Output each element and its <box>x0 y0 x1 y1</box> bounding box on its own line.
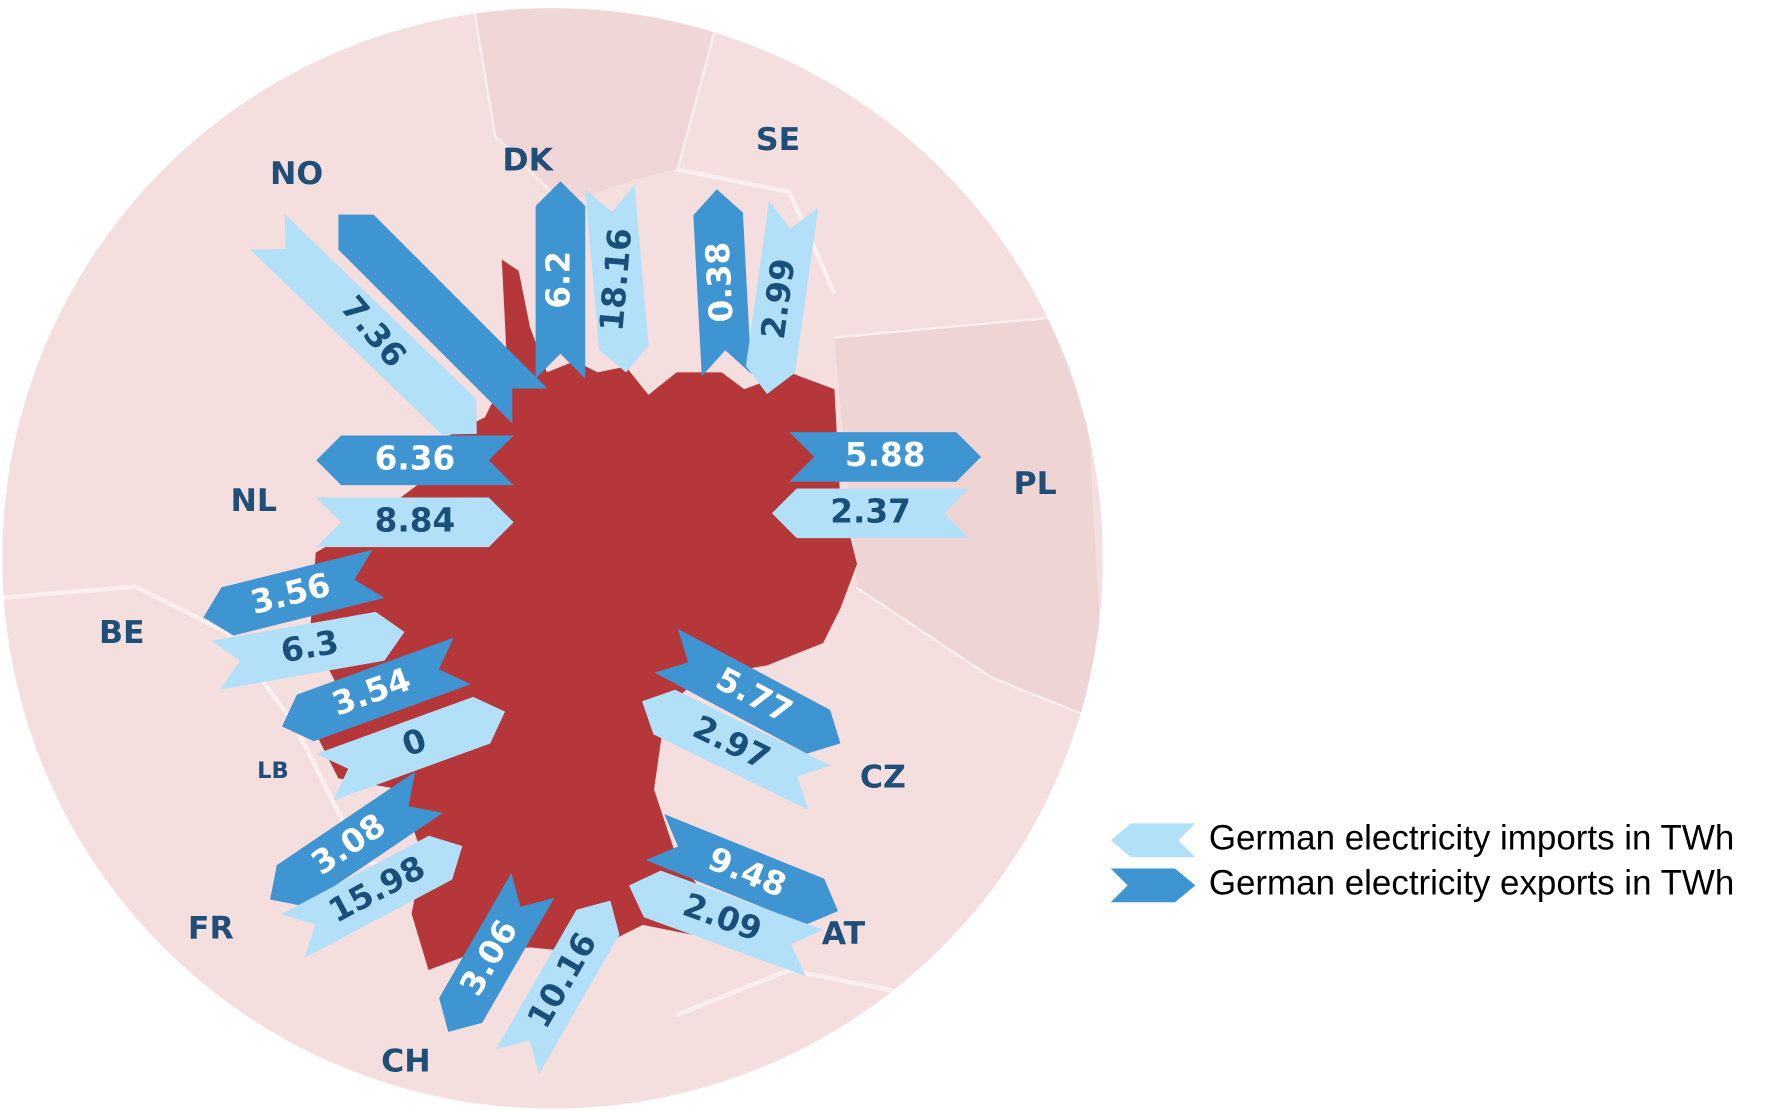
country-label: CZ <box>860 759 906 795</box>
export-arrow <box>270 771 443 907</box>
country-label: FR <box>188 910 234 946</box>
country-label: BE <box>99 615 145 651</box>
export-arrow <box>338 214 548 424</box>
import-arrow <box>495 900 620 1075</box>
export-arrow <box>316 435 514 486</box>
import-arrow <box>771 488 970 539</box>
import-arrow <box>642 689 831 810</box>
legend-export-swatch <box>1110 868 1196 903</box>
country-label: PL <box>1014 466 1057 502</box>
import-arrow <box>628 870 823 977</box>
export-arrow <box>789 432 982 482</box>
country-label: NL <box>230 483 277 519</box>
country-label: NO <box>270 156 323 192</box>
legend: German electricity imports in TWh German… <box>1110 819 1735 903</box>
legend-import-label: German electricity imports in TWh <box>1209 819 1734 858</box>
import-arrow-label: 2.37 <box>830 492 911 530</box>
country-label: SE <box>756 122 800 158</box>
export-arrow <box>645 814 838 925</box>
export-arrow <box>439 873 555 1032</box>
export-arrow <box>693 189 752 377</box>
export-arrow <box>282 637 471 742</box>
legend-import-swatch <box>1110 823 1196 858</box>
export-arrow <box>203 549 385 636</box>
import-arrow <box>316 696 506 801</box>
import-arrow <box>211 611 405 690</box>
export-arrow <box>654 628 841 754</box>
import-arrow <box>585 185 649 373</box>
country-label: AT <box>822 916 866 952</box>
import-arrow-label: 8.84 <box>375 501 456 539</box>
country-label: DK <box>502 142 554 178</box>
legend-export-label: German electricity exports in TWh <box>1209 864 1735 903</box>
export-arrow-label: 6.2 <box>539 251 577 309</box>
export-arrow-label: 0.38 <box>699 241 741 324</box>
flows: 7.366.2 18.16 0.38 2.995.882.376.368.843.56… <box>203 181 982 1075</box>
import-arrow-label: 18.16 <box>593 227 640 333</box>
export-arrow <box>535 181 586 379</box>
export-arrow-label: 6.36 <box>375 439 456 477</box>
export-arrow-label: 5.88 <box>845 436 926 474</box>
country-label: LB <box>257 758 289 784</box>
import-arrow <box>250 213 477 435</box>
import-arrow <box>316 497 514 548</box>
import-arrow <box>281 835 463 958</box>
import-arrow <box>745 200 819 394</box>
country-label: CH <box>381 1043 431 1079</box>
